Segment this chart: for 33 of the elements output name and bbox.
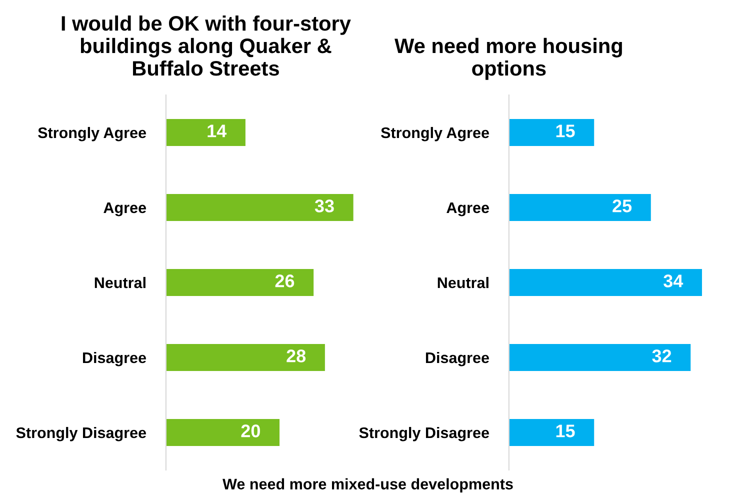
bar bbox=[166, 194, 354, 221]
data-label: 15 bbox=[556, 424, 575, 438]
y-tick-label: Strongly Agree bbox=[38, 126, 146, 142]
data-label: 28 bbox=[286, 350, 306, 362]
y-tick-label: Disagree bbox=[83, 352, 146, 366]
y-tick-label: Neutral bbox=[94, 276, 146, 288]
data-label: 33 bbox=[314, 200, 334, 212]
chart-title: I would be OK with four-story buildings along Quaker & Buffalo Streets bbox=[62, 15, 351, 76]
y-tick-label: Strongly Disagree bbox=[359, 426, 489, 442]
bar bbox=[508, 194, 651, 221]
y-tick-label: Agree bbox=[104, 202, 146, 216]
text: We need more mixed-use developments bbox=[222, 478, 513, 492]
y-tick-label: Disagree bbox=[426, 352, 489, 366]
data-label: 26 bbox=[275, 274, 294, 288]
bar bbox=[508, 344, 691, 371]
bar bbox=[508, 269, 702, 296]
bar bbox=[508, 419, 594, 446]
bar bbox=[166, 269, 314, 296]
bar bbox=[166, 119, 246, 146]
data-label: 15 bbox=[556, 124, 575, 138]
data-label: 32 bbox=[652, 350, 672, 362]
data-label: 20 bbox=[241, 424, 260, 438]
y-tick-label: Neutral bbox=[438, 276, 488, 288]
y-tick-label: Strongly Disagree bbox=[16, 426, 146, 442]
y-tick-label: Agree bbox=[446, 202, 489, 216]
bar bbox=[508, 119, 594, 146]
data-label: 34 bbox=[664, 274, 684, 288]
y-tick-label: Strongly Agree bbox=[381, 126, 489, 142]
bar bbox=[166, 419, 280, 446]
data-label: 25 bbox=[612, 200, 632, 212]
data-label: 14 bbox=[208, 124, 227, 138]
chart-title: We need more housing options bbox=[394, 38, 622, 80]
bar bbox=[166, 344, 325, 371]
